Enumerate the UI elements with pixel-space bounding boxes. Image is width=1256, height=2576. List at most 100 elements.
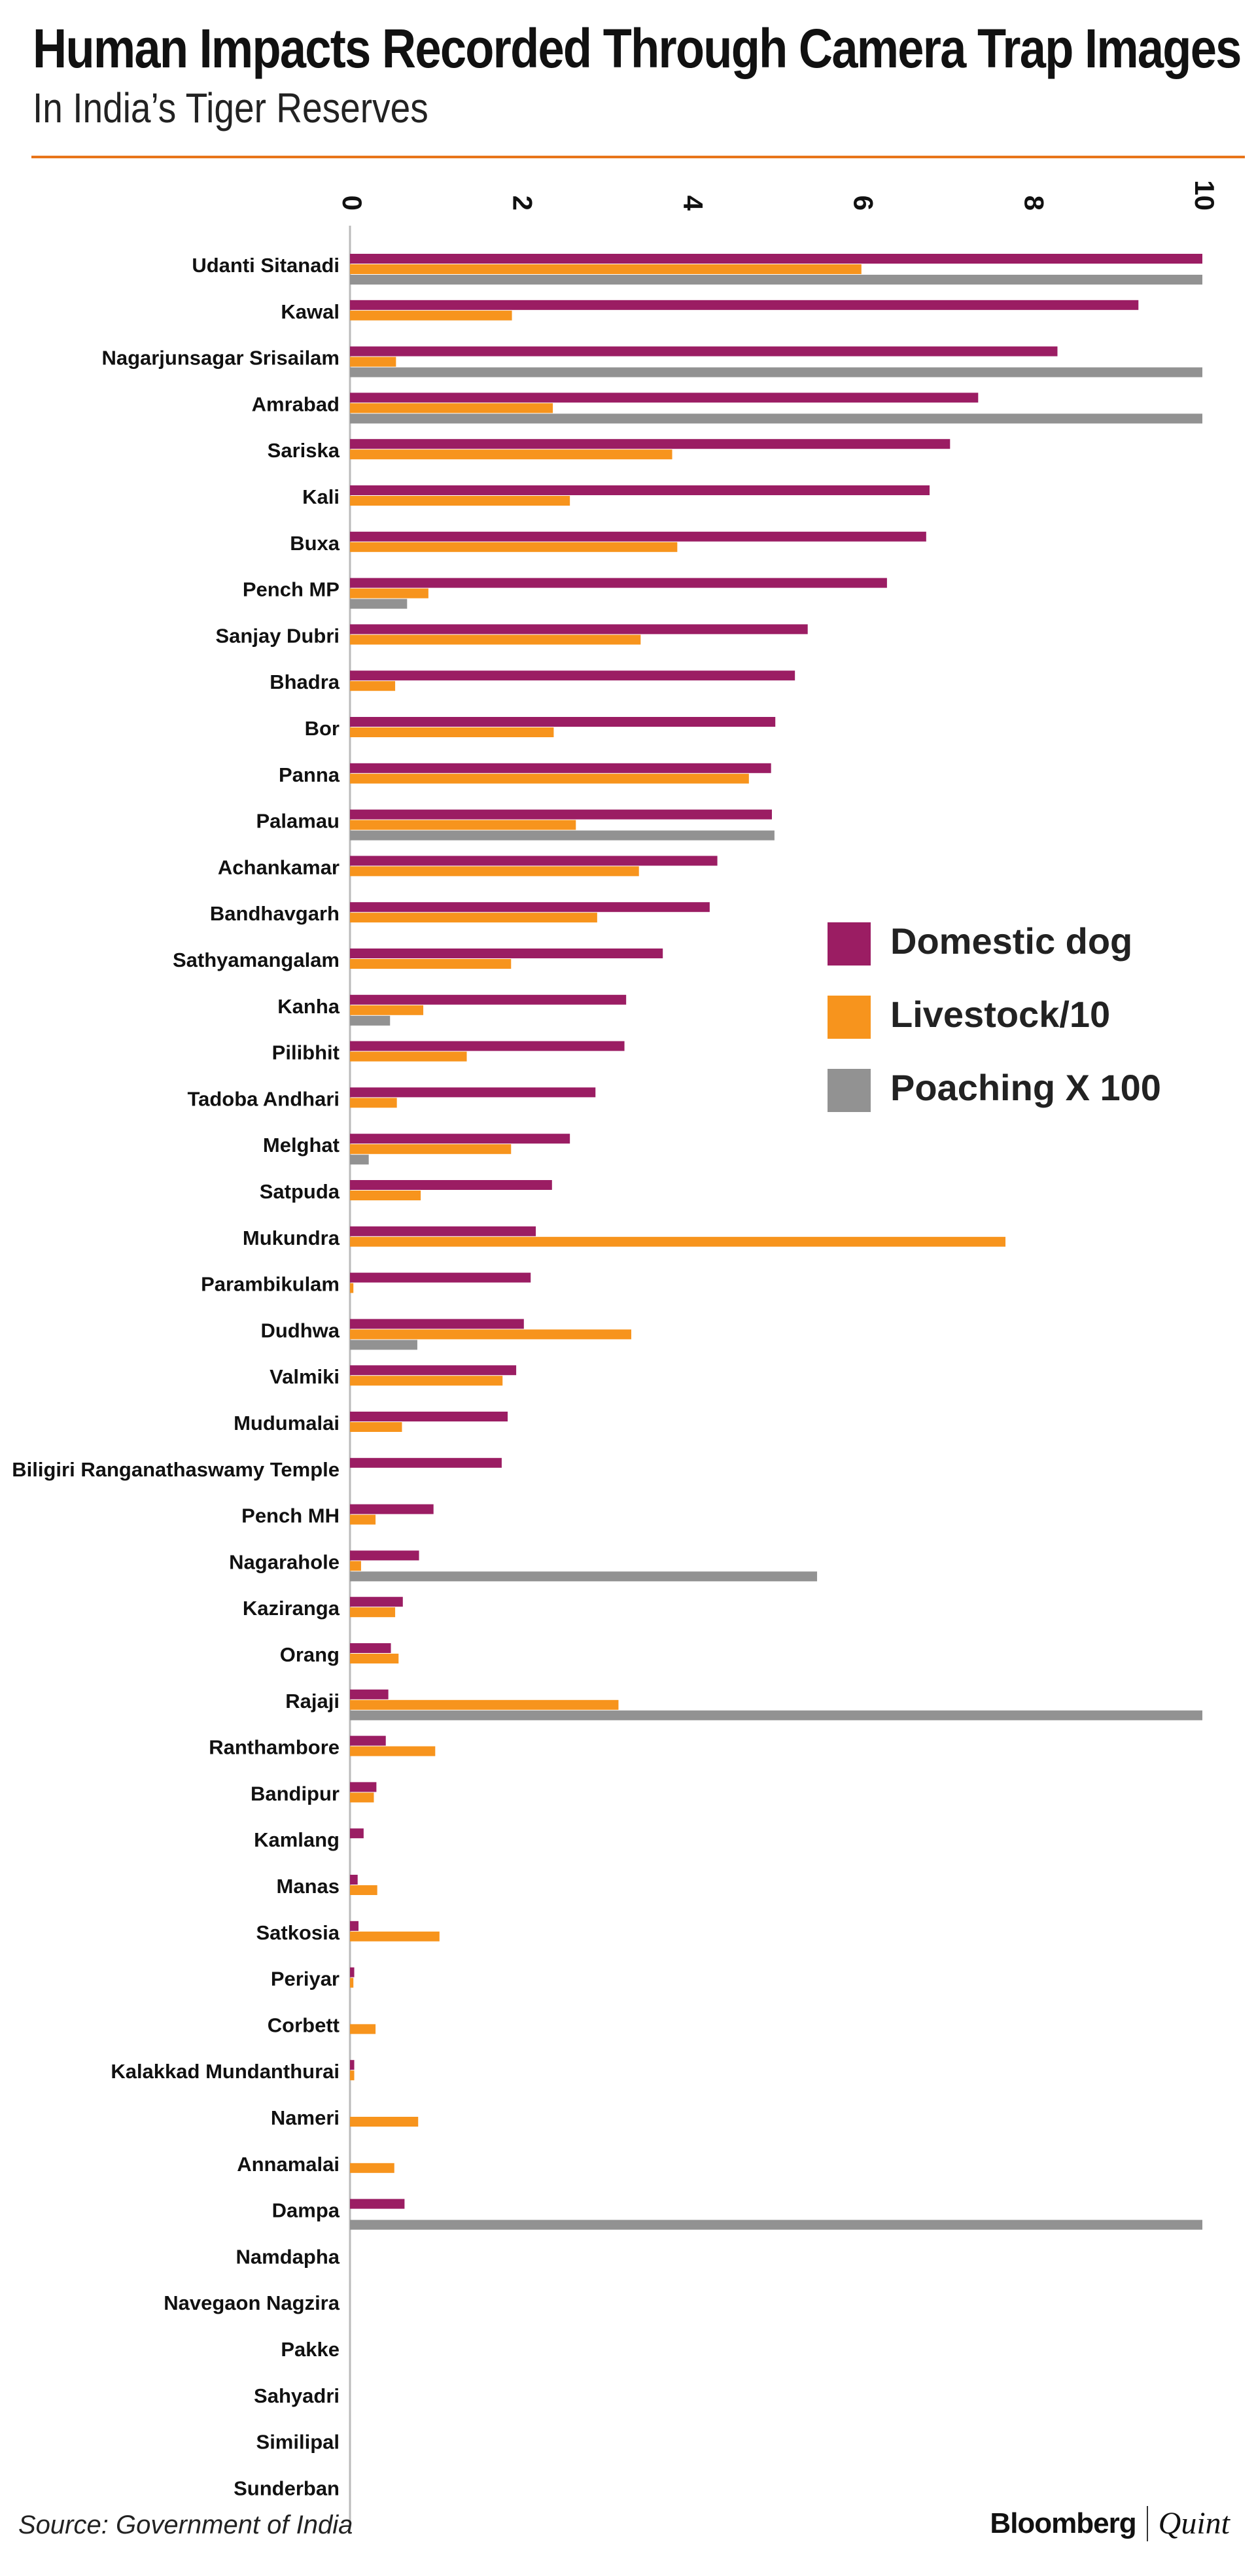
bar-domestic-dog-palamau: [350, 809, 772, 820]
brand-separator: [1146, 2505, 1148, 2541]
bar-livestock-10-amrabad: [350, 403, 553, 413]
category-label: Kawal: [281, 300, 340, 323]
category-label: Kamlang: [254, 1828, 340, 1851]
bar-livestock-10-kanha: [350, 1005, 424, 1015]
bar-domestic-dog-parambikulam: [350, 1272, 531, 1283]
bar-livestock-10-annamalai: [350, 2163, 394, 2173]
category-label: Mukundra: [243, 1227, 340, 1249]
bar-domestic-dog-buxa: [350, 531, 926, 542]
bar-domestic-dog-satkosia: [350, 1921, 359, 1931]
bar-livestock-10-kawal: [350, 310, 512, 321]
category-label: Parambikulam: [201, 1273, 340, 1296]
bar-domestic-dog-manas: [350, 1875, 358, 1885]
bar-livestock-10-bhadra: [350, 681, 396, 691]
bar-livestock-10-pilibhit: [350, 1051, 467, 1062]
category-label: Sunderban: [234, 2477, 340, 2499]
bar-livestock-10-kaziranga: [350, 1607, 396, 1618]
category-label: Buxa: [290, 532, 340, 555]
x-tick-label: 6: [848, 196, 879, 211]
bar-livestock-10-palamau: [350, 820, 576, 830]
category-label: Amrabad: [252, 392, 340, 415]
category-label: Pakke: [281, 2338, 340, 2361]
bar-domestic-dog-kanha: [350, 994, 627, 1005]
category-label: Bor: [305, 717, 340, 740]
bar-livestock-10-manas: [350, 1885, 377, 1895]
bar-livestock-10-tadoba-andhari: [350, 1098, 397, 1108]
bar-poaching-x-100-kanha: [350, 1015, 391, 1026]
category-label: Navegaon Nagzira: [164, 2291, 340, 2314]
category-label: Bandipur: [251, 1782, 340, 1805]
bar-livestock-10-parambikulam: [350, 1283, 354, 1293]
category-label: Tadoba Andhari: [188, 1087, 340, 1110]
bar-domestic-dog-periyar: [350, 1967, 355, 1977]
bar-domestic-dog-dudhwa: [350, 1319, 524, 1329]
legend-label-livestock-10: Livestock/10: [890, 994, 1110, 1035]
category-label: Manas: [277, 1875, 340, 1898]
bar-domestic-dog-achankamar: [350, 856, 718, 866]
bar-poaching-x-100-udanti-sitanadi: [350, 275, 1202, 285]
category-label: Pench MP: [243, 578, 340, 601]
bar-livestock-10-sanjay-dubri: [350, 635, 641, 645]
bar-poaching-x-100-pench-mp: [350, 599, 408, 609]
bar-domestic-dog-orang: [350, 1643, 391, 1653]
bar-livestock-10-udanti-sitanadi: [350, 264, 862, 274]
bar-domestic-dog-udanti-sitanadi: [350, 254, 1202, 264]
x-tick-label: 2: [508, 196, 538, 211]
bar-livestock-10-ranthambore: [350, 1746, 436, 1756]
bar-domestic-dog-sanjay-dubri: [350, 624, 808, 635]
bar-livestock-10-satkosia: [350, 1931, 440, 1941]
category-label: Melghat: [263, 1134, 340, 1157]
category-label: Panna: [279, 763, 340, 786]
category-label: Valmiki: [270, 1365, 340, 1388]
bar-poaching-x-100-rajaji: [350, 1710, 1202, 1720]
legend-swatch-livestock-10: [828, 996, 871, 1039]
bar-domestic-dog-bhadra: [350, 670, 795, 681]
category-label: Pilibhit: [272, 1041, 340, 1064]
bar-domestic-dog-mukundra: [350, 1226, 536, 1236]
bar-domestic-dog-sathyamangalam: [350, 949, 663, 958]
brand-bloomberg: Bloomberg: [990, 2507, 1136, 2539]
category-label: Satpuda: [260, 1180, 340, 1203]
bar-livestock-10-mukundra: [350, 1236, 1006, 1247]
category-label: Bandhavgarh: [210, 902, 340, 925]
bar-livestock-10-dudhwa: [350, 1329, 631, 1340]
bar-livestock-10-achankamar: [350, 866, 639, 877]
bar-poaching-x-100-dampa: [350, 2219, 1202, 2230]
category-label: Mudumalai: [234, 1412, 340, 1435]
x-tick-label: 10: [1189, 180, 1220, 211]
legend-swatch-poaching-x-100: [828, 1069, 871, 1112]
bar-livestock-10-mudumalai: [350, 1422, 402, 1432]
bar-domestic-dog-pench-mp: [350, 578, 887, 588]
category-label: Palamau: [256, 810, 340, 833]
bar-livestock-10-nagarahole: [350, 1561, 361, 1571]
category-label: Annamalai: [237, 2153, 340, 2176]
x-tick-label: 4: [678, 196, 708, 211]
bar-livestock-10-corbett: [350, 2024, 376, 2034]
bar-domestic-dog-panna: [350, 763, 771, 773]
bar-domestic-dog-sariska: [350, 439, 951, 449]
bar-domestic-dog-melghat: [350, 1134, 570, 1144]
bar-domestic-dog-kalakkad-mundanthurai: [350, 2060, 355, 2070]
chart-subtitle: In India’s Tiger Reserves: [33, 84, 428, 131]
bar-domestic-dog-pilibhit: [350, 1041, 625, 1051]
category-label: Kali: [302, 485, 340, 508]
bar-domestic-dog-dampa: [350, 2199, 405, 2209]
category-label: Dudhwa: [260, 1319, 340, 1342]
bar-domestic-dog-kamlang: [350, 1828, 364, 1839]
legend-swatch-domestic-dog: [828, 922, 871, 966]
category-label: Nameri: [271, 2106, 340, 2129]
bar-domestic-dog-kawal: [350, 300, 1139, 310]
category-label: Satkosia: [256, 1921, 340, 1944]
bar-domestic-dog-amrabad: [350, 392, 979, 403]
bar-domestic-dog-bandhavgarh: [350, 902, 710, 913]
bar-livestock-10-kali: [350, 496, 570, 506]
bar-livestock-10-bandhavgarh: [350, 913, 597, 923]
category-label: Rajaji: [285, 1690, 340, 1713]
bar-livestock-10-bor: [350, 727, 554, 737]
category-label: Ranthambore: [209, 1736, 340, 1759]
bar-domestic-dog-bandipur: [350, 1782, 377, 1792]
category-label: Dampa: [272, 2199, 340, 2222]
bar-livestock-10-buxa: [350, 542, 678, 552]
bar-domestic-dog-nagarjunsagar-srisailam: [350, 346, 1058, 357]
